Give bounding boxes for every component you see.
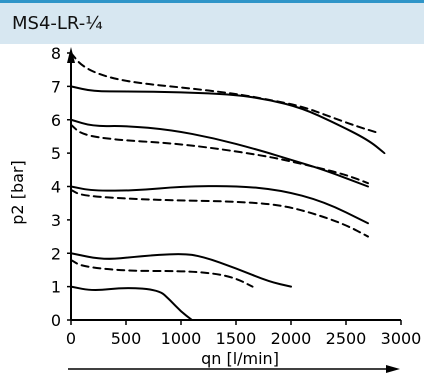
- x-tick-label: 2000: [271, 329, 312, 348]
- series-line-dashed: [70, 258, 254, 288]
- y-tick-label: 8: [51, 44, 61, 63]
- series-line-solid: [70, 118, 369, 188]
- chart-header: MS4-LR-¼: [0, 0, 424, 44]
- x-tick-label: 1500: [216, 329, 257, 348]
- x-axis-label: qn [l/min]: [201, 349, 279, 368]
- y-axis-arrow-icon: [67, 47, 75, 63]
- y-tick-label: 5: [51, 144, 61, 163]
- x-tick-label: 2500: [326, 329, 367, 348]
- series-line-dashed: [70, 188, 369, 238]
- y-tick-label: 1: [51, 278, 61, 297]
- series-line-solid: [70, 252, 292, 288]
- y-tick-label: 3: [51, 211, 61, 230]
- y-tick-label: 2: [51, 244, 61, 263]
- x-tick-label: 1000: [161, 329, 202, 348]
- series-line-dashed: [70, 52, 380, 135]
- series-line-solid: [70, 185, 369, 225]
- series-line-solid: [70, 285, 193, 321]
- x-axis-arrow-icon: [386, 365, 400, 373]
- x-tick-label: 0: [66, 329, 76, 348]
- y-ticks: 0 1 2 3 4 5 6 7 8: [51, 44, 71, 330]
- series-line-dashed: [70, 123, 369, 185]
- series-line-solid: [70, 85, 386, 155]
- performance-chart: 0 1 2 3 4 5 6 7 8 0 500 1000 1500 2000 2500 3000 qn [l…: [8, 44, 421, 373]
- x-tick-label: 3000: [381, 329, 422, 348]
- y-axis-label: p2 [bar]: [8, 160, 27, 224]
- y-tick-label: 0: [51, 311, 61, 330]
- y-tick-label: 7: [51, 77, 61, 96]
- y-tick-label: 4: [51, 178, 61, 197]
- y-tick-label: 6: [51, 111, 61, 130]
- page-title: MS4-LR-¼: [12, 13, 103, 34]
- x-tick-label: 500: [111, 329, 142, 348]
- x-ticks: 0 500 1000 1500 2000 2500 3000: [66, 320, 421, 348]
- series-lines: [70, 52, 386, 321]
